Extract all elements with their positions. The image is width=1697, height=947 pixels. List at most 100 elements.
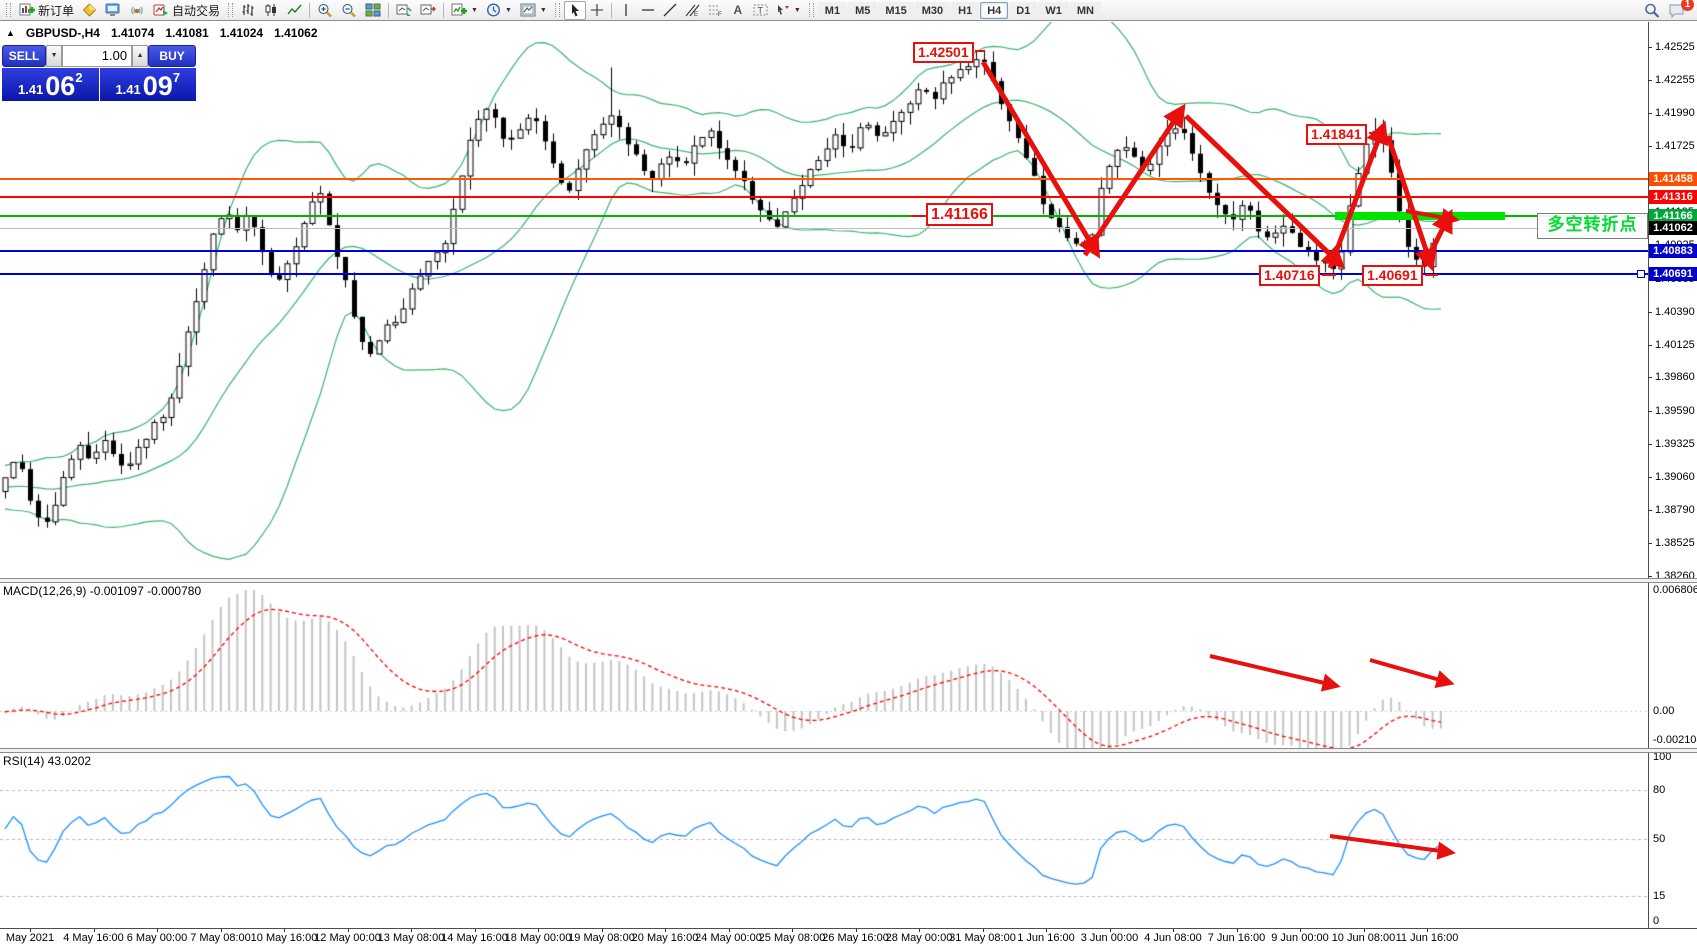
chat-button[interactable]: 1 — [1664, 0, 1694, 20]
price-annotation[interactable]: 1.42501 — [913, 42, 974, 63]
time-axis-label[interactable]: 18 May 00:00 — [504, 932, 572, 944]
sell-price[interactable]: 1.41 06 2 — [2, 68, 99, 101]
trendline-button[interactable] — [659, 1, 681, 20]
channel-button[interactable]: E — [681, 1, 704, 20]
time-axis-label[interactable]: 26 May 16:00 — [822, 932, 889, 944]
time-axis-label[interactable]: 20 May 16:00 — [631, 932, 699, 944]
rsi-panel-canvas[interactable] — [0, 752, 1648, 928]
cursor-button[interactable] — [563, 0, 586, 20]
price-annotation[interactable]: 1.41841 — [1306, 124, 1367, 145]
periods-button[interactable]: ▼ — [482, 1, 516, 20]
toolbar-grip[interactable] — [808, 3, 814, 17]
time-axis-label[interactable]: 9 Jun 00:00 — [1271, 932, 1329, 944]
toolbar-grip[interactable] — [554, 3, 560, 17]
timeframe-d1-button[interactable]: D1 — [1009, 1, 1038, 19]
zoom-out-button[interactable] — [337, 1, 361, 20]
autotrading-button[interactable]: 自动交易 — [149, 1, 224, 20]
terminal-button[interactable] — [101, 1, 125, 20]
horizontal-level-line[interactable] — [0, 273, 1648, 276]
time-axis-label[interactable]: 13 May 08:00 — [377, 932, 445, 944]
price-annotation[interactable]: 1.41166 — [926, 203, 993, 226]
timeframe-m5-button[interactable]: M5 — [848, 1, 878, 19]
support-zone-bar[interactable] — [1335, 212, 1505, 220]
rsi-label: RSI(14) 43.0202 — [3, 754, 92, 768]
arrow-tools-button[interactable]: ▼ — [772, 1, 805, 20]
sell-button[interactable]: SELL — [2, 45, 47, 67]
time-axis-label[interactable]: May 2021 — [5, 932, 55, 944]
tile-windows-button[interactable] — [361, 1, 385, 20]
turning-point-label[interactable]: 多空转折点 — [1537, 213, 1648, 239]
bar-chart-button[interactable] — [237, 1, 260, 20]
time-axis-label[interactable]: 24 May 00:00 — [695, 932, 762, 944]
price-tick-dash — [1648, 510, 1652, 512]
new-order-button[interactable]: 新订单 — [15, 1, 78, 20]
line-handle[interactable] — [1637, 270, 1645, 279]
time-axis-label[interactable]: 4 May 16:00 — [63, 932, 124, 944]
horizontal-level-line[interactable] — [0, 214, 1648, 217]
time-axis-label[interactable]: 31 May 08:00 — [949, 932, 1016, 944]
templates-button[interactable]: ▼ — [516, 1, 551, 20]
text-label-button[interactable]: T — [749, 1, 772, 20]
crosshair-button[interactable] — [586, 1, 608, 20]
buy-button[interactable]: BUY — [148, 45, 197, 67]
time-axis-label[interactable]: 1 Jun 16:00 — [1017, 932, 1075, 944]
time-axis-label[interactable]: 3 Jun 00:00 — [1080, 932, 1139, 944]
time-axis-label[interactable]: 14 May 16:00 — [441, 932, 508, 944]
horizontal-level-line[interactable] — [0, 195, 1648, 198]
time-axis-label[interactable]: 6 May 00:00 — [126, 932, 188, 944]
chart-shift-button[interactable] — [416, 1, 440, 20]
time-axis-label[interactable]: 7 May 08:00 — [190, 932, 251, 944]
time-axis-label[interactable]: 12 May 00:00 — [314, 932, 381, 944]
timeframe-mn-button[interactable]: MN — [1069, 1, 1101, 19]
new-chart-button[interactable]: ▼ — [447, 1, 482, 20]
time-axis-label[interactable]: 7 Jun 16:00 — [1207, 932, 1266, 944]
timeframe-w1-button[interactable]: W1 — [1038, 1, 1069, 19]
periods-icon — [486, 3, 501, 17]
candlestick-chart-icon — [264, 3, 279, 17]
price-annotation[interactable]: 1.40691 — [1362, 265, 1423, 286]
panel-splitter[interactable] — [0, 578, 1697, 583]
search-button[interactable] — [1640, 1, 1664, 20]
timeframe-m15-button[interactable]: M15 — [878, 1, 914, 19]
vertical-line-button[interactable] — [615, 1, 637, 20]
panel-splitter[interactable] — [0, 748, 1697, 753]
time-axis-label[interactable]: 25 May 08:00 — [758, 932, 826, 944]
timeframe-m1-button[interactable]: M1 — [817, 1, 848, 19]
main-chart-canvas[interactable] — [0, 22, 1648, 578]
time-axis-label[interactable]: 4 Jun 08:00 — [1144, 932, 1202, 944]
time-axis-label[interactable]: 10 Jun 08:00 — [1331, 932, 1396, 944]
fibonacci-button[interactable]: F — [704, 1, 727, 20]
candlestick-chart-button[interactable] — [260, 1, 283, 20]
time-axis-label[interactable]: 28 May 00:00 — [885, 932, 953, 944]
buy-price[interactable]: 1.41 09 7 — [99, 68, 196, 101]
toolbar-grip[interactable] — [6, 3, 11, 17]
time-tick — [728, 928, 730, 932]
price-tick-dash — [1648, 575, 1652, 577]
horizontal-level-line[interactable] — [0, 178, 1648, 181]
time-tick — [982, 928, 984, 932]
horizontal-level-line[interactable] — [0, 249, 1648, 252]
macd-panel-canvas[interactable] — [0, 582, 1648, 748]
volume-down-button[interactable]: ▼ — [46, 45, 63, 67]
price-annotation[interactable]: 1.40716 — [1259, 265, 1320, 286]
arrange-windows-button[interactable] — [392, 1, 416, 20]
timeframe-h1-button[interactable]: H1 — [951, 1, 980, 19]
signals-button[interactable] — [125, 1, 149, 20]
zoom-in-button[interactable] — [313, 1, 337, 20]
time-axis-label[interactable]: 10 May 16:00 — [250, 932, 318, 944]
time-axis-label[interactable]: 11 Jun 16:00 — [1395, 932, 1459, 944]
horizontal-level-line[interactable] — [0, 227, 1648, 229]
timeframe-h4-button[interactable]: H4 — [980, 1, 1009, 19]
volume-input[interactable]: 1.00 — [62, 45, 133, 67]
sell-price-big: 06 — [45, 71, 76, 101]
toolbar-grip[interactable] — [228, 3, 234, 17]
metaeditor-button[interactable] — [78, 1, 101, 20]
price-tick-label: 1.40125 — [1655, 338, 1695, 351]
volume-up-button[interactable]: ▲ — [132, 45, 149, 67]
horizontal-line-button[interactable] — [637, 1, 659, 20]
price-tick-label: 1.42255 — [1655, 74, 1695, 87]
line-chart-button[interactable] — [283, 1, 306, 20]
text-button[interactable]: A — [727, 1, 749, 20]
time-axis-label[interactable]: 19 May 08:00 — [568, 932, 635, 944]
timeframe-m30-button[interactable]: M30 — [914, 1, 951, 19]
